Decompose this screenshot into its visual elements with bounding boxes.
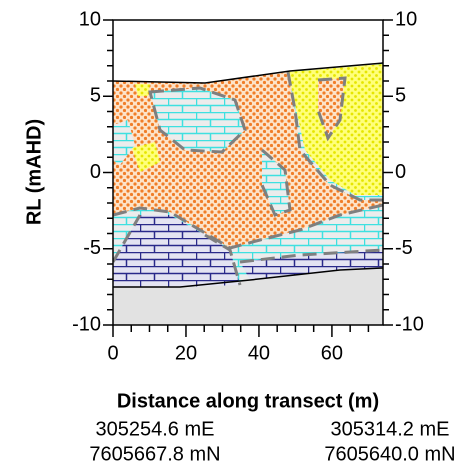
boundary [286, 71, 383, 202]
boundary [113, 214, 383, 286]
y-axis-title: RL (mAHD) [23, 119, 45, 225]
y-tick-label: 0 [90, 161, 101, 183]
sky [113, 20, 383, 83]
y-tick-label: -5 [83, 237, 101, 259]
location-label: 305314.2 mE [331, 418, 450, 440]
location-label: 7605667.8 mN [89, 443, 220, 465]
yellow-sand [288, 64, 383, 195]
base-line [113, 267, 383, 288]
x-tick-label: 40 [248, 342, 270, 364]
location-label: 305254.6 mE [96, 418, 215, 440]
limestone [113, 120, 135, 165]
x-tick-label: 20 [175, 342, 197, 364]
y2-tick-label: 0 [395, 161, 406, 183]
limestone [262, 150, 290, 215]
section [113, 20, 383, 325]
x-tick-label: 0 [107, 342, 118, 364]
boundary [260, 148, 292, 217]
yellow-sand [135, 84, 150, 96]
y-tick-label: 10 [79, 8, 101, 30]
y2-tick-label: -10 [395, 313, 424, 335]
basement [240, 250, 383, 280]
y2-tick-label: -5 [395, 237, 413, 259]
y-tick-label: -10 [72, 313, 101, 335]
ground-surface [113, 62, 383, 84]
yellow-sand [132, 142, 160, 172]
x-axis-title: Distance along transect (m) [117, 390, 379, 412]
boundary [113, 203, 383, 250]
y2-tick-label: 5 [395, 85, 406, 107]
boundary [148, 86, 247, 154]
basement [113, 215, 240, 287]
boundary [316, 76, 347, 142]
x-tick-label: 60 [321, 342, 343, 364]
sand [318, 78, 345, 138]
limestone [150, 88, 245, 152]
y2-tick-label: 10 [395, 8, 417, 30]
y-tick-label: 5 [90, 85, 101, 107]
location-label: 7605640.0 mN [324, 443, 455, 465]
